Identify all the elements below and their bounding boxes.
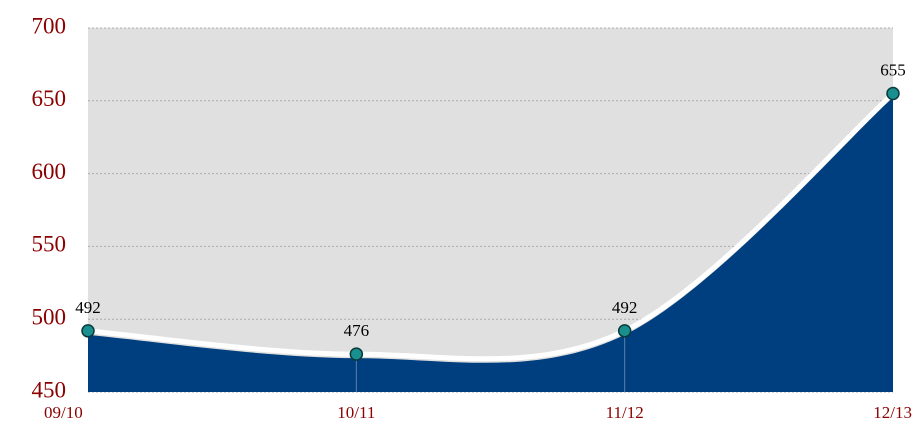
area	[88, 97, 893, 393]
area-line	[87, 91, 895, 362]
y-tick-label: 650	[32, 86, 67, 111]
marker	[349, 347, 364, 361]
marker	[886, 86, 900, 101]
x-tick-label: 11/12	[606, 403, 644, 422]
x-tick-label: 10/11	[337, 403, 375, 422]
y-tick-label: 550	[32, 232, 67, 257]
data-label: 655	[880, 60, 906, 79]
x-tick-label: 12/13	[873, 403, 912, 422]
data-label: 492	[612, 298, 638, 317]
data-label: 476	[344, 321, 370, 340]
marker	[81, 324, 95, 338]
y-tick-label: 450	[32, 377, 67, 402]
y-tick-label: 700	[32, 13, 67, 38]
y-tick-label: 500	[32, 304, 67, 329]
y-tick-label: 600	[32, 159, 67, 184]
marker	[617, 324, 632, 338]
data-label: 492	[75, 298, 101, 317]
x-tick-label: 09/10	[44, 403, 83, 422]
